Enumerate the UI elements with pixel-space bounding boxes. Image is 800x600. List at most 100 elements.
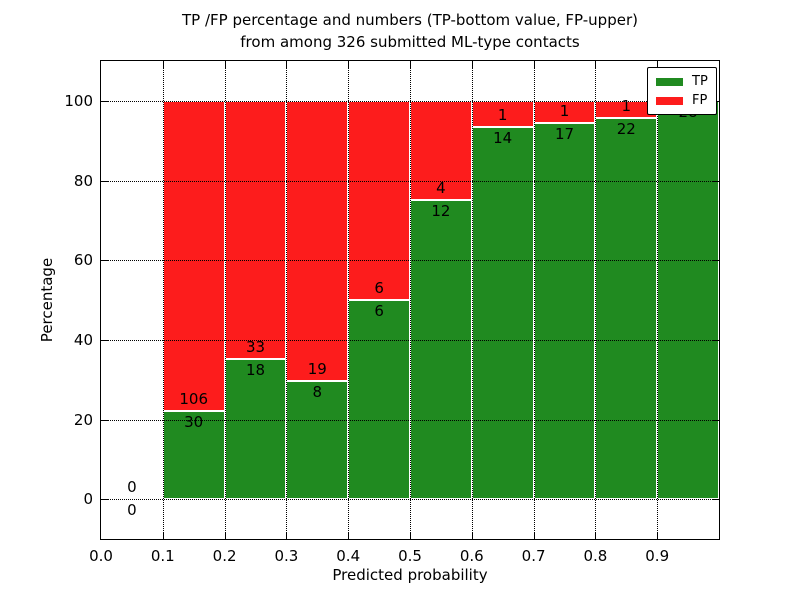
x-tick-label: 0.5 [398,547,422,565]
x-tick-top [533,61,535,68]
x-tick-label: 0.6 [459,547,484,565]
y-tick-label: 0 [83,490,93,509]
y-tick-left [101,499,108,501]
x-gridline [286,61,288,539]
y-tick-label: 40 [73,330,93,349]
x-tick-bottom [595,532,597,539]
bar-label-fp: 1 [621,97,632,116]
y-axis-label: Percentage [38,257,56,343]
tp-swatch-icon [656,77,683,86]
chart-title: TP /FP percentage and numbers (TP-bottom… [100,9,720,53]
bar-label-fp: 6 [374,279,384,297]
bar-label-fp: 33 [245,337,266,356]
x-gridline [533,61,535,539]
bar-segment-tp [595,118,658,500]
x-tick-top [286,61,288,68]
x-tick-top [410,61,411,68]
bar-segment-tp [471,127,534,500]
plot-area: 0.0 0.1 0.2 0.3 0.4 0.5 0.6 0.7 0.8 0.9 0 20 40 60 80 1… [64,60,720,565]
x-tick-bottom [410,532,411,539]
x-tick-label: 0.9 [645,547,670,565]
y-gridline [101,180,719,182]
x-tick-bottom [533,532,535,539]
y-tick-left [101,180,108,182]
x-gridline [162,61,164,539]
x-tick-top [657,61,659,68]
bar-label-tp: 0 [127,501,137,520]
x-tick-label: 0.3 [274,547,299,565]
bar-label-fp: 106 [179,390,209,409]
y-tick-left [101,419,108,421]
y-gridline [101,100,719,102]
y-tick-right [712,419,719,421]
bar-label-fp: 4 [436,179,446,198]
y-tick-right [712,339,719,341]
bar-segment-tp [533,122,596,500]
bar-label-tp: 22 [616,120,636,139]
bar-label-fp: 0 [127,478,137,497]
legend-label-fp: FP [692,93,708,108]
x-tick-bottom [162,532,164,539]
x-tick-bottom [657,532,659,539]
x-gridline [595,61,597,539]
bar-label-tp: 18 [245,360,266,379]
bar-segment-fp [162,100,225,412]
bar-segment-tp [348,300,410,500]
bar-segment-tp [657,100,719,500]
bar-segment-fp [348,100,410,300]
y-tick-left [101,339,108,341]
x-tick-label: 0.2 [212,547,237,565]
x-tick-bottom [224,532,226,539]
x-tick-label: 0.4 [336,547,361,565]
y-tick-right [712,260,719,262]
legend-item-tp: TP [656,72,708,91]
x-tick-label: 0.0 [89,547,113,565]
x-gridline [410,61,411,539]
x-axis-label: Predicted probability [332,566,488,584]
x-tick-bottom [286,532,288,539]
y-gridline [101,339,719,341]
x-gridline [224,61,226,539]
y-gridline [101,260,719,262]
y-tick-left [101,260,108,262]
bar-label-fp: 1 [559,101,570,120]
bar-label-tp: 17 [554,124,575,143]
bar-label-tp: 8 [312,383,323,402]
bar-label-fp: 19 [307,360,327,379]
chart-title-line1: TP /FP percentage and numbers (TP-bottom… [182,11,638,29]
x-tick-top [162,61,164,68]
x-tick-top [471,61,473,68]
legend-item-fp: FP [656,91,708,110]
x-tick-top [224,61,226,68]
chart-title-line2: from among 326 submitted ML-type contact… [240,33,580,51]
x-gridline [471,61,473,539]
bar-label-tp: 30 [184,413,204,432]
x-tick-label: 0.7 [521,547,546,565]
y-tick-left [101,100,108,102]
bar-label-tp: 6 [374,302,384,320]
x-tick-top [348,61,350,68]
y-tick-right [712,499,719,501]
x-tick-label: 0.8 [583,547,608,565]
legend: TP FP [647,67,717,115]
bar-segment-tp [224,358,287,500]
bar-label-tp: 12 [431,202,451,221]
y-tick-label: 80 [73,171,93,190]
legend-label-tp: TP [692,74,708,89]
x-tick-top [595,61,597,68]
x-tick-label: 0.1 [150,547,175,565]
y-tick-right [712,180,719,182]
y-tick-label: 100 [64,91,93,110]
bar-segment-fp [224,100,287,359]
x-gridline [348,61,350,539]
y-gridline [101,419,719,421]
y-gridline [101,499,719,501]
bar-segment-tp [410,200,472,500]
x-tick-bottom [471,532,473,539]
x-gridline [657,61,659,539]
y-tick-label: 20 [73,410,93,429]
bar-label-tp: 14 [493,129,513,148]
x-tick-bottom [348,532,350,539]
bar-segment-fp [286,100,349,382]
